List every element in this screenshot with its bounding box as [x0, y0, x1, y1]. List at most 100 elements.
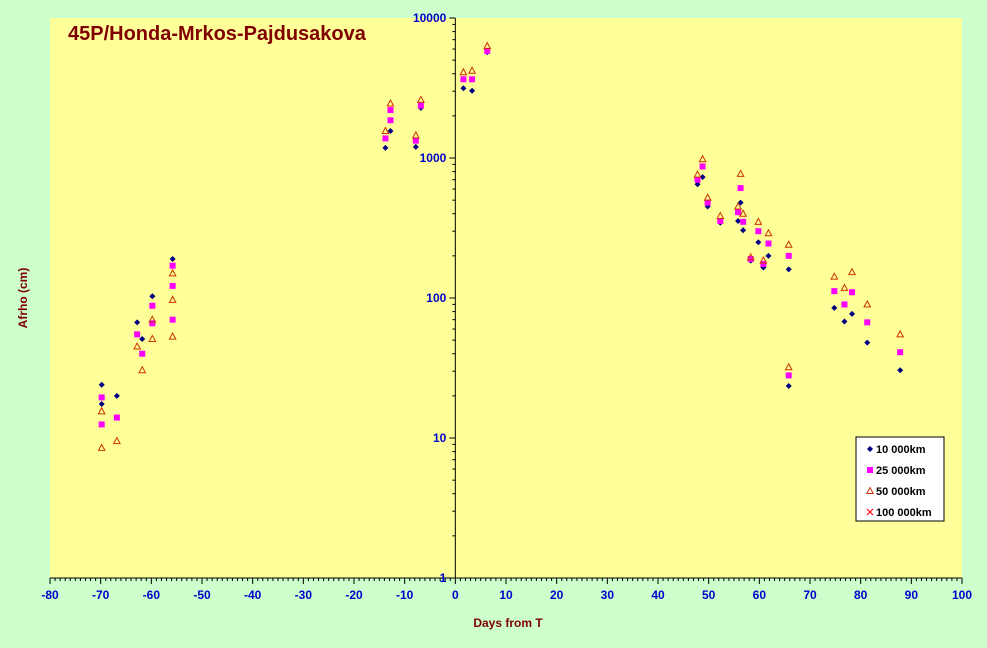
series-2 — [97, 41, 905, 451]
y-tick-label: 100 — [426, 291, 446, 305]
data-point — [848, 267, 857, 276]
axes: -80 -70 -60 -50 -40 -30 -20 -10 0 10 20 30 40 50 60 70 8… — [41, 11, 972, 602]
data-point — [417, 102, 424, 109]
data-point — [387, 127, 394, 134]
data-point — [138, 365, 147, 374]
data-point — [831, 304, 838, 311]
legend-marker — [867, 446, 873, 452]
data-point — [139, 335, 146, 342]
data-point — [765, 252, 772, 259]
data-point — [168, 268, 177, 277]
data-point — [765, 240, 772, 247]
x-tick-label: -20 — [345, 588, 363, 602]
data-point — [169, 255, 176, 262]
data-point — [381, 126, 390, 134]
data-point — [831, 288, 838, 295]
data-point — [698, 154, 707, 163]
x-tick-label: 10 — [499, 588, 513, 602]
data-point — [98, 400, 105, 407]
data-point — [98, 421, 105, 428]
data-point — [737, 185, 744, 192]
data-point — [387, 107, 394, 114]
x-tick-label: 60 — [753, 588, 767, 602]
legend-label: 100 000km — [876, 507, 932, 519]
data-point — [113, 392, 120, 399]
x-tick-label: -60 — [143, 588, 161, 602]
data-point — [699, 174, 706, 181]
data-point — [412, 137, 419, 144]
x-tick-label: 0 — [452, 588, 459, 602]
data-point — [785, 383, 792, 390]
data-point — [460, 85, 467, 92]
data-point — [849, 310, 856, 317]
x-tick-label: -70 — [92, 588, 110, 602]
data-point — [468, 66, 477, 74]
legend-label: 25 000km — [876, 465, 926, 477]
data-point — [747, 255, 754, 262]
data-point — [98, 381, 105, 388]
data-point — [755, 228, 762, 235]
data-point — [484, 47, 491, 54]
data-point — [98, 394, 105, 401]
data-point — [694, 181, 701, 188]
data-point — [149, 302, 156, 309]
x-tick-label: -50 — [193, 588, 211, 602]
data-point — [864, 339, 871, 346]
x-tick-label: 90 — [905, 588, 919, 602]
data-point — [694, 176, 701, 183]
data-point — [168, 332, 177, 340]
data-point — [897, 367, 904, 374]
data-point — [411, 130, 420, 139]
data-point — [112, 436, 121, 445]
data-point — [168, 295, 177, 303]
data-point — [469, 87, 476, 94]
x-tick-label: -40 — [244, 588, 262, 602]
data-point — [469, 76, 476, 83]
data-point — [717, 217, 724, 224]
data-point — [739, 209, 748, 217]
x-tick-label: -10 — [396, 588, 414, 602]
data-point — [735, 217, 742, 224]
data-point — [134, 319, 141, 326]
y-tick-label: 1 — [440, 571, 447, 585]
data-point — [841, 318, 848, 325]
data-point — [460, 76, 467, 83]
data-point — [703, 193, 712, 201]
y-tick-label: 1000 — [420, 151, 447, 165]
data-point — [97, 443, 106, 451]
x-tick-label: 100 — [952, 588, 972, 602]
data-point — [412, 143, 419, 150]
data-point — [764, 228, 773, 237]
data-point — [459, 67, 468, 76]
data-point — [760, 260, 767, 267]
data-point — [755, 239, 762, 246]
data-point — [386, 98, 395, 107]
y-tick-label: 10 — [433, 431, 447, 445]
data-point — [704, 199, 711, 206]
data-marks — [97, 41, 905, 451]
data-point — [785, 372, 792, 379]
legend-label: 10 000km — [876, 444, 926, 456]
legend-marker — [865, 486, 875, 494]
data-point — [785, 252, 792, 259]
data-point — [699, 163, 706, 170]
data-point — [863, 299, 872, 308]
data-point — [849, 289, 856, 296]
data-point — [746, 252, 755, 261]
data-point — [169, 282, 176, 289]
series-1 — [98, 47, 904, 428]
data-point — [382, 144, 389, 151]
data-point — [483, 41, 492, 50]
plot-area — [50, 18, 962, 578]
data-point — [841, 301, 848, 308]
data-point — [740, 227, 747, 234]
data-point — [97, 406, 106, 415]
data-point — [149, 293, 156, 300]
data-point — [736, 169, 745, 177]
data-point — [759, 256, 768, 264]
x-tick-label: 80 — [854, 588, 868, 602]
data-point — [416, 95, 425, 103]
data-point — [864, 319, 871, 326]
x-axis-title: Days from T — [473, 616, 543, 630]
